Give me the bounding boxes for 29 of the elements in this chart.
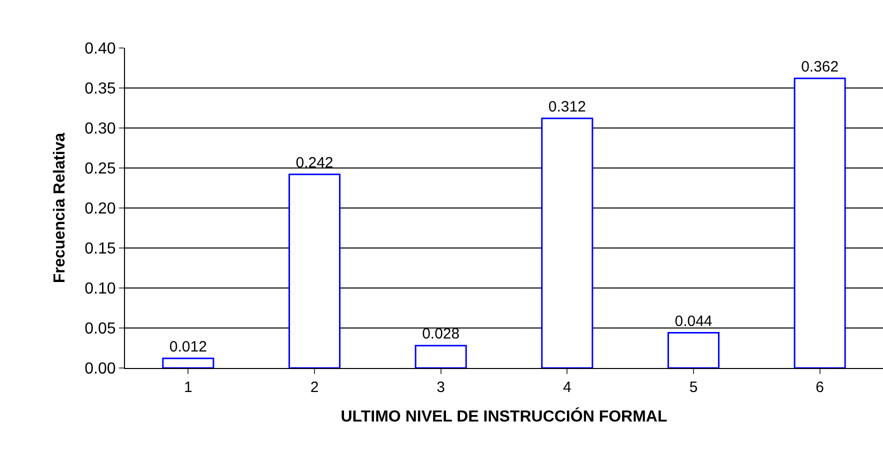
- data-label: 0.242: [296, 154, 334, 172]
- x-tick-label: 5: [689, 379, 698, 396]
- x-tick-label: 2: [310, 379, 319, 396]
- data-label: 0.312: [548, 98, 586, 116]
- y-tick-label: 0.25: [84, 160, 116, 178]
- x-tick-label: 6: [816, 379, 824, 396]
- y-tick-label: 0.05: [84, 320, 116, 338]
- x-tick-label: 1: [184, 379, 192, 396]
- y-tick-label: 0.30: [84, 120, 116, 138]
- data-label: 0.044: [674, 312, 712, 330]
- bar: [667, 332, 720, 368]
- y-tick-label: 0.20: [84, 200, 116, 218]
- y-tick-label: 0.10: [84, 280, 116, 298]
- data-label: 0.028: [422, 326, 460, 343]
- bar: [162, 358, 214, 368]
- y-tick-label: 0.40: [84, 40, 116, 58]
- bar: [414, 344, 467, 368]
- data-label: 0.012: [169, 338, 207, 356]
- x-axis-title: ULTIMO NIVEL DE INSTRUCCIÓN FORMAL: [340, 406, 668, 426]
- y-tick-label: 0.35: [84, 80, 116, 98]
- y-tick-label: 0.00: [84, 360, 116, 378]
- bar: [541, 118, 594, 368]
- x-tick-label: 3: [436, 379, 445, 396]
- bar: [794, 78, 846, 368]
- x-tick-label: 4: [563, 379, 572, 396]
- y-tick-label: 0.15: [84, 240, 116, 258]
- bar: [288, 174, 341, 368]
- y-axis-title: Frecuencia Relativa: [52, 132, 69, 284]
- data-label: 0.362: [801, 58, 839, 76]
